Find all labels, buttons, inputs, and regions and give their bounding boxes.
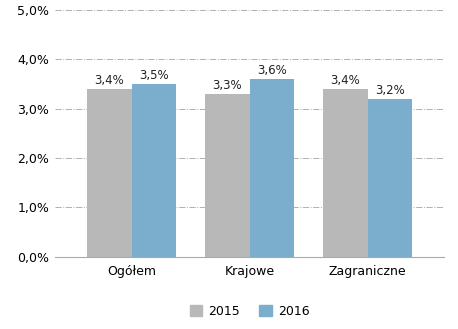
Text: 3,2%: 3,2% [375,84,405,97]
Bar [368,99,412,257]
Text: 3,4%: 3,4% [94,74,124,87]
Bar [205,94,250,257]
Bar [323,89,368,257]
Legend: 2015, 2016: 2015, 2016 [185,300,315,323]
Bar [87,89,131,257]
Text: 3,4%: 3,4% [330,74,360,87]
Bar [250,79,294,257]
Bar [131,84,176,257]
Text: 3,6%: 3,6% [257,64,287,77]
Text: 3,5%: 3,5% [139,69,169,82]
Text: 3,3%: 3,3% [213,79,242,92]
